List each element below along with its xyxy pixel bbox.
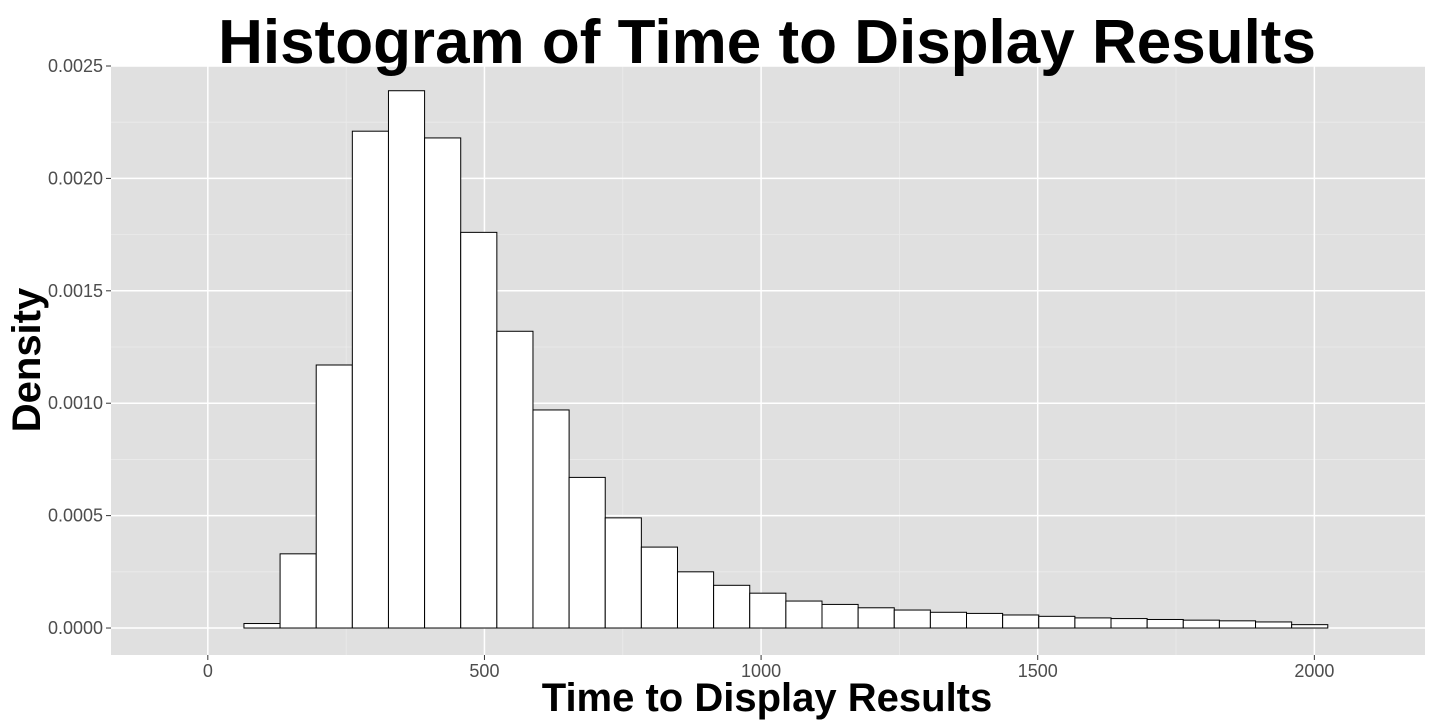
histogram-bar	[821, 603, 859, 629]
histogram-bar	[676, 571, 715, 629]
y-tick-label: 0.0025	[48, 56, 103, 76]
histogram-bar	[424, 137, 462, 629]
histogram-bar	[1255, 621, 1293, 629]
x-axis: 0 500 1000 1500 2000	[203, 655, 1334, 681]
histogram-bar	[1218, 620, 1257, 629]
histogram-bar	[243, 623, 281, 629]
histogram-bar	[713, 584, 751, 629]
x-axis-title: Time to Display Results	[542, 676, 993, 720]
histogram-bar	[568, 476, 606, 629]
histogram-bar	[1074, 617, 1112, 629]
histogram-bar	[532, 409, 570, 629]
histogram-bar	[604, 517, 642, 629]
x-tick-label: 1000	[741, 661, 781, 681]
histogram-bar	[929, 611, 968, 629]
histogram-bar	[785, 600, 823, 629]
histogram-bar	[640, 546, 678, 629]
histogram-bar	[1291, 624, 1329, 629]
x-tick-label: 500	[469, 661, 499, 681]
y-tick-label: 0.0015	[48, 281, 103, 301]
y-tick-label: 0.0005	[48, 506, 103, 526]
histogram-bar	[387, 90, 426, 629]
x-tick-label: 2000	[1294, 661, 1334, 681]
histogram-bar	[1182, 619, 1220, 629]
histogram-bar	[966, 612, 1004, 629]
histogram-bar	[351, 130, 389, 629]
histogram-bar	[1110, 618, 1148, 629]
histogram-bar	[279, 553, 317, 629]
histogram-bar	[893, 609, 931, 629]
y-tick-label: 0.0020	[48, 168, 103, 188]
histogram-bar	[496, 330, 534, 629]
histogram-bar	[315, 364, 353, 629]
histogram-bar	[1002, 614, 1040, 629]
histogram-bar	[460, 231, 498, 629]
x-tick-label: 1500	[1018, 661, 1058, 681]
x-tick-label: 0	[203, 661, 213, 681]
chart-title: Histogram of Time to Display Results	[218, 8, 1316, 77]
y-axis-title: Density	[5, 287, 49, 432]
histogram-bars	[243, 90, 1329, 629]
y-axis: 0.0000 0.0005 0.0010 0.0015 0.0020 0.0025	[48, 56, 111, 638]
y-tick-label: 0.0000	[48, 618, 103, 638]
histogram-bar	[749, 592, 787, 629]
histogram-bar	[857, 607, 895, 629]
histogram-bar	[1146, 618, 1184, 629]
y-tick-label: 0.0010	[48, 393, 103, 413]
histogram-bar	[1038, 615, 1076, 629]
minor-gridlines	[111, 66, 1425, 655]
